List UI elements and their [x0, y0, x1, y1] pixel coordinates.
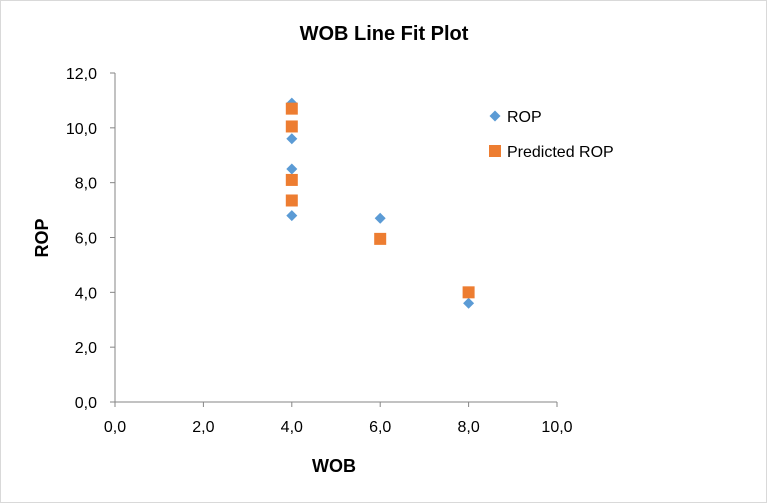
predicted-rop-point: [285, 194, 298, 207]
rop-point: [463, 297, 475, 309]
y-tick-label: 4,0: [75, 285, 97, 302]
y-tick-label: 0,0: [75, 395, 97, 412]
data-points: [285, 97, 475, 309]
x-tick-label: 8,0: [457, 419, 479, 436]
x-tick-label: 10,0: [541, 419, 572, 436]
y-tick-label: 8,0: [75, 176, 97, 193]
legend-predicted-rop-label: Predicted ROP: [507, 144, 614, 161]
y-tick-label: 12,0: [66, 66, 97, 83]
y-tick-label: 6,0: [75, 231, 97, 248]
rop-point: [286, 163, 298, 175]
y-axis-title: ROP: [32, 218, 52, 257]
x-tick-label: 2,0: [192, 419, 214, 436]
predicted-rop-point: [462, 286, 475, 299]
legend-rop-label: ROP: [507, 109, 542, 126]
y-tick-label: 2,0: [75, 340, 97, 357]
y-tick-label: 10,0: [66, 121, 97, 138]
legend-predicted-rop-marker: [489, 145, 501, 157]
predicted-rop-point: [374, 232, 387, 245]
x-axis-title: WOB: [312, 456, 356, 476]
legend-rop-marker: [489, 110, 501, 122]
legend: ROP Predicted ROP: [489, 109, 614, 161]
y-axis-ticks: 0,0 2,0 4,0 6,0 8,0 10,0 12,0: [66, 66, 115, 412]
rop-point: [286, 133, 298, 145]
rop-point: [374, 212, 386, 224]
predicted-rop-point: [285, 102, 298, 115]
x-axis-ticks: 0,0 2,0 4,0 6,0 8,0 10,0: [104, 402, 573, 436]
x-tick-label: 4,0: [281, 419, 303, 436]
predicted-rop-point: [285, 173, 298, 186]
x-tick-label: 6,0: [369, 419, 391, 436]
x-tick-label: 0,0: [104, 419, 126, 436]
chart-title: WOB Line Fit Plot: [300, 23, 469, 45]
predicted-rop-point: [285, 120, 298, 133]
rop-point: [286, 210, 298, 222]
